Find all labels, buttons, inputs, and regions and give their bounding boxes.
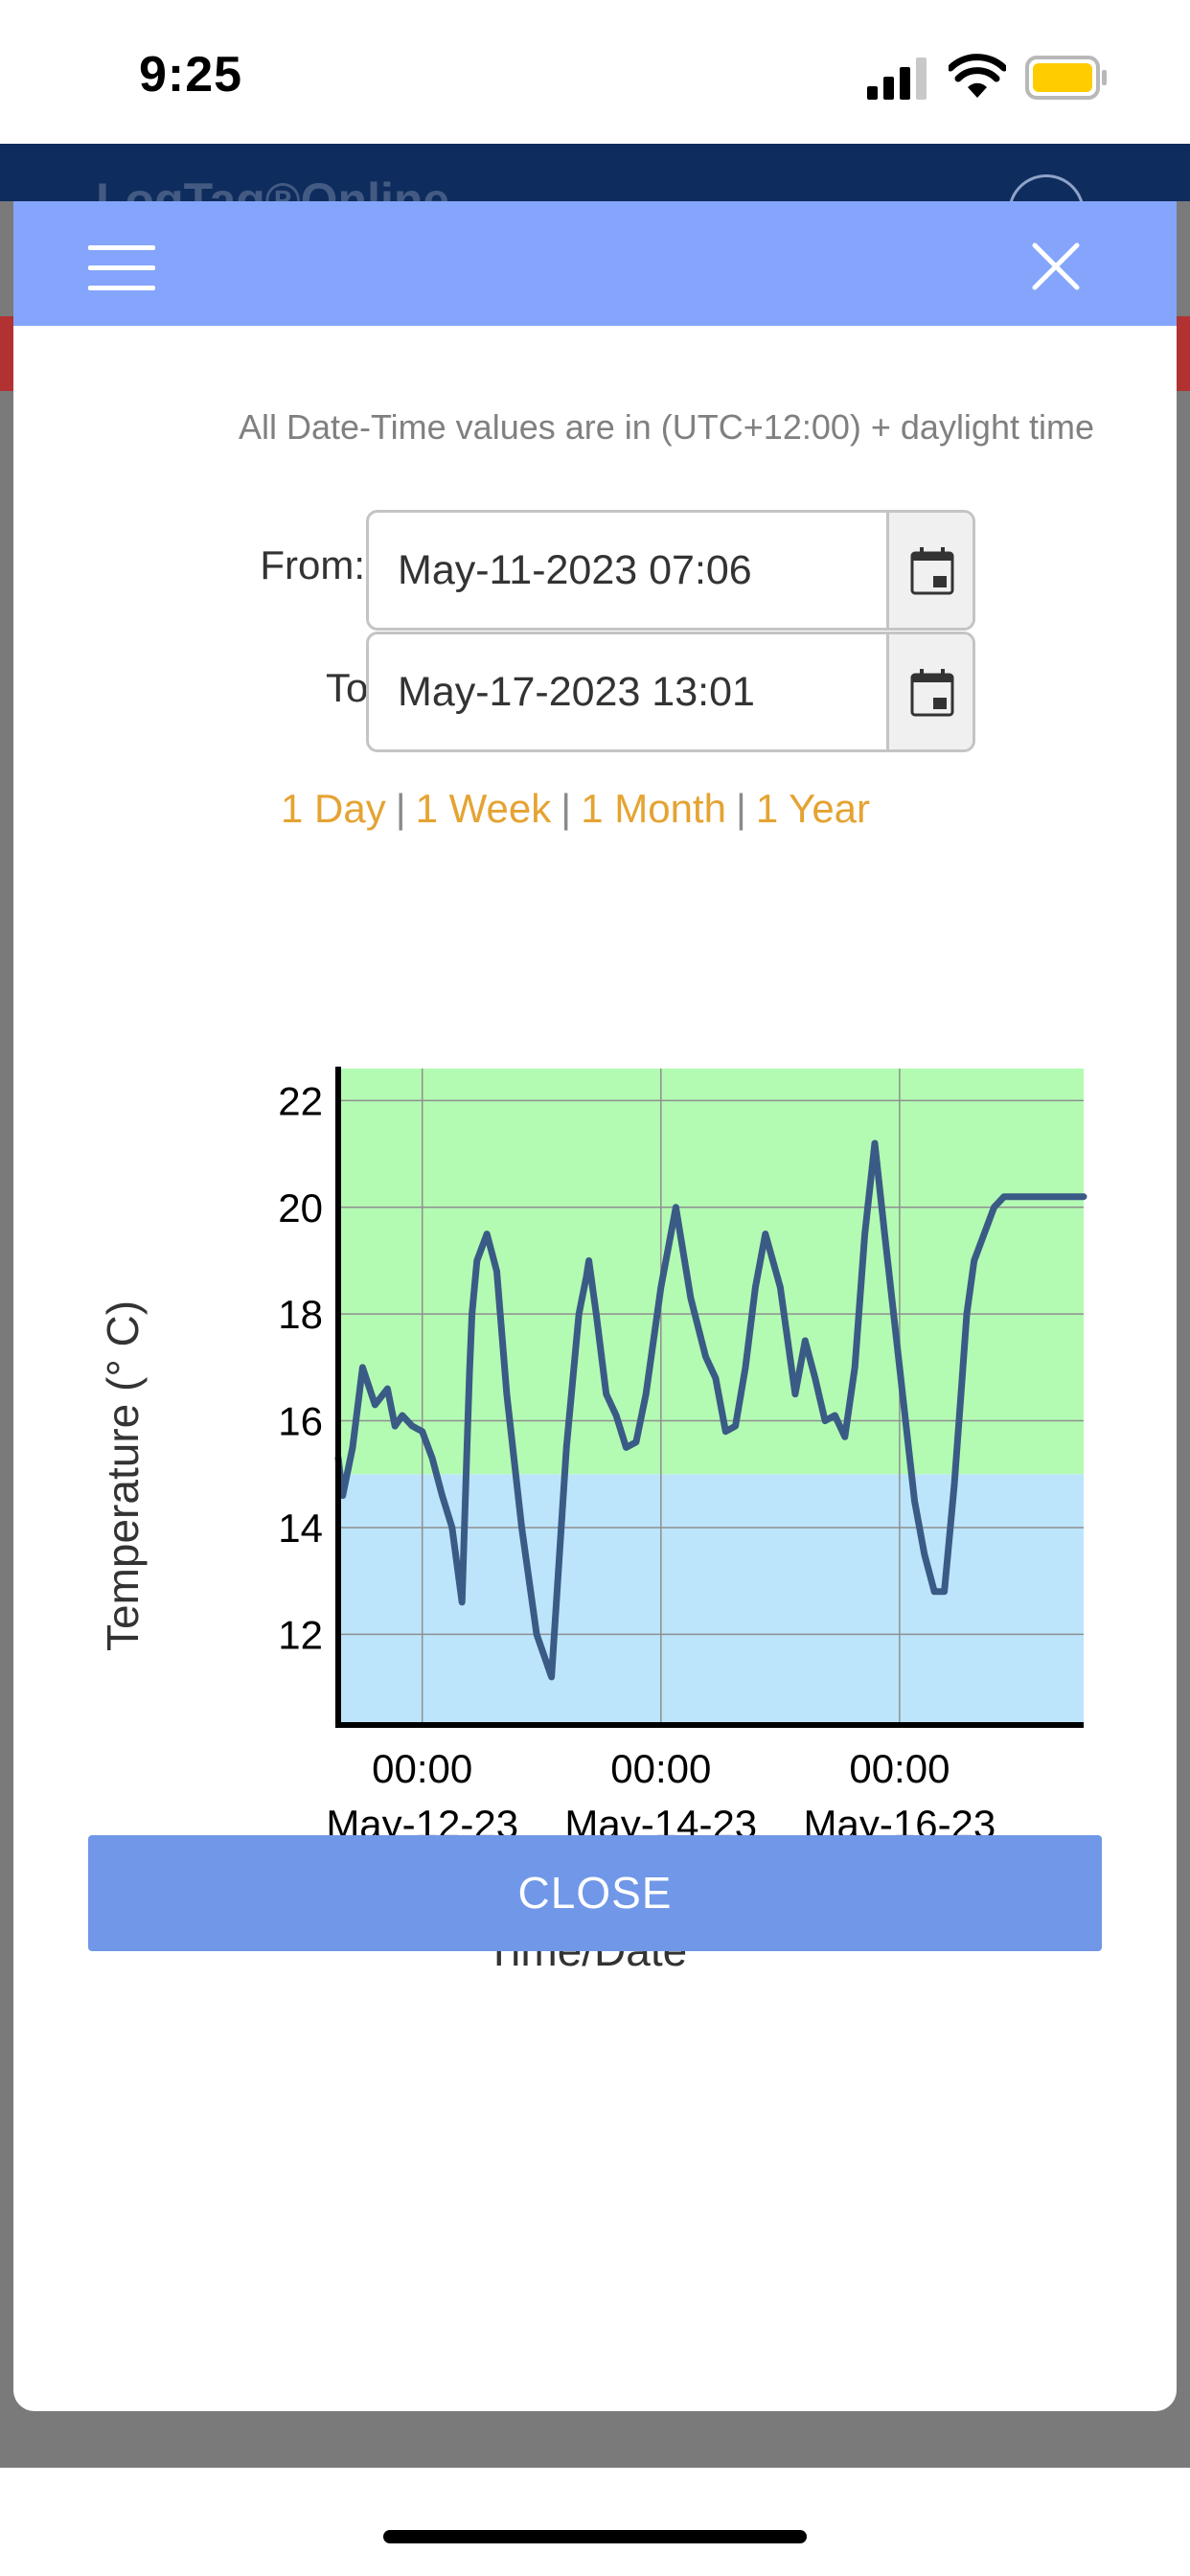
range-1-week-link[interactable]: 1 Week [415,786,552,831]
from-calendar-button[interactable] [886,513,973,628]
range-1-day-link[interactable]: 1 Day [281,786,386,831]
y-axis-label: Temperature (° C) [98,1300,148,1651]
calendar-icon [910,547,954,595]
wifi-icon [949,54,1006,98]
y-tick-label: 16 [278,1399,323,1444]
status-time: 9:25 [139,47,243,103]
hamburger-icon[interactable] [88,245,163,293]
range-links: 1 Day | 1 Week | 1 Month | 1 Year [281,786,870,832]
to-label: To: [325,665,379,710]
x-tick-time-label: 00:00 [372,1746,472,1791]
range-separator: | [395,786,406,831]
home-indicator [383,2530,807,2543]
close-button[interactable]: CLOSE [88,1835,1102,1951]
from-date-field [366,510,975,631]
range-1-year-link[interactable]: 1 Year [755,786,871,831]
from-date-input[interactable] [369,513,890,628]
chart-modal: All Date-Time values are in (UTC+12:00) … [13,201,1177,2411]
background-app-header [0,144,1190,201]
y-tick-label: 20 [278,1185,323,1230]
y-tick-label: 12 [278,1612,323,1657]
to-calendar-button[interactable] [886,634,973,749]
series-line-0 [334,1139,1087,1681]
calendar-icon [910,669,954,717]
battery-icon [1025,56,1107,100]
timezone-note: All Date-Time values are in (UTC+12:00) … [238,407,1094,447]
range-separator: | [735,786,746,831]
from-label: From: [260,542,365,587]
y-tick-label: 18 [278,1292,323,1337]
signal-icon [867,58,927,100]
status-bar: 9:25 [0,0,1190,144]
range-separator: | [561,786,572,831]
to-date-field [366,632,975,752]
background-accent-left [0,316,13,391]
background-accent-right [1177,316,1190,391]
x-tick-time-label: 00:00 [610,1746,711,1791]
range-1-month-link[interactable]: 1 Month [581,786,726,831]
y-tick-label: 14 [278,1506,323,1551]
modal-header [13,201,1177,326]
x-tick-time-label: 00:00 [849,1746,950,1791]
to-date-input[interactable] [369,634,890,749]
close-x-icon[interactable] [1029,240,1083,293]
y-tick-label: 22 [278,1078,323,1123]
